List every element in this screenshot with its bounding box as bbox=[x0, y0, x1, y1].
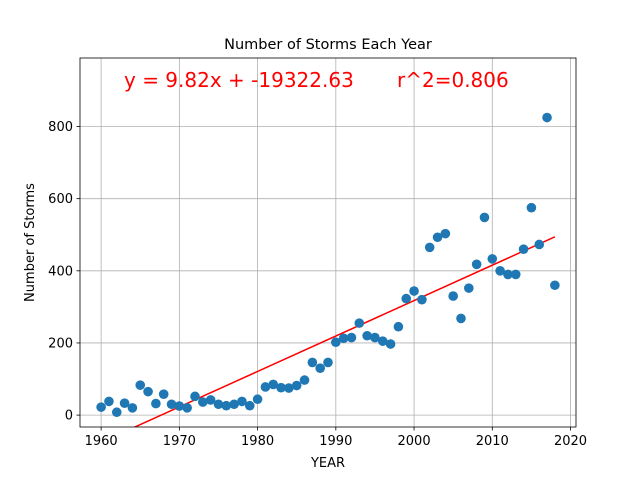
data-point bbox=[510, 269, 521, 280]
data-point bbox=[440, 228, 451, 239]
y-tick-label: 800 bbox=[48, 120, 73, 135]
data-point bbox=[268, 379, 279, 390]
x-tick-label: 2000 bbox=[398, 434, 431, 449]
data-point bbox=[198, 397, 208, 407]
regression-equation: y = 9.82x + -19322.63 bbox=[124, 68, 354, 92]
chart-title: Number of Storms Each Year bbox=[224, 37, 432, 53]
data-point bbox=[276, 382, 286, 393]
data-point bbox=[479, 212, 490, 223]
data-point bbox=[464, 283, 474, 293]
y-tick-label: 600 bbox=[48, 192, 73, 207]
data-point bbox=[229, 399, 239, 410]
data-point bbox=[417, 294, 427, 305]
data-point bbox=[331, 337, 341, 348]
data-point bbox=[307, 357, 318, 368]
data-point bbox=[542, 112, 552, 123]
y-axis-label: Number of Storms bbox=[23, 183, 38, 302]
data-point bbox=[338, 333, 349, 344]
data-point bbox=[346, 332, 357, 343]
x-tick-label: 2020 bbox=[554, 434, 587, 449]
plot-frame bbox=[79, 57, 577, 428]
data-point bbox=[424, 242, 435, 253]
data-point bbox=[174, 401, 185, 411]
data-point bbox=[354, 318, 365, 328]
data-point bbox=[495, 266, 505, 276]
x-tick-label: 1970 bbox=[163, 434, 196, 449]
y-tick-label: 0 bbox=[65, 409, 73, 424]
data-point bbox=[323, 357, 333, 368]
x-tick-label: 2010 bbox=[476, 434, 509, 449]
data-point bbox=[166, 399, 177, 410]
data-point bbox=[143, 386, 153, 397]
data-point bbox=[291, 380, 302, 391]
data-point bbox=[252, 394, 263, 405]
data-point bbox=[213, 399, 224, 410]
data-point bbox=[284, 383, 294, 393]
data-point bbox=[260, 382, 271, 392]
data-point bbox=[432, 232, 443, 243]
data-point bbox=[221, 400, 232, 411]
data-point bbox=[111, 407, 122, 418]
data-point bbox=[158, 389, 169, 399]
data-points bbox=[96, 112, 560, 418]
data-point bbox=[119, 398, 130, 408]
data-point bbox=[182, 403, 192, 413]
y-tick-label: 400 bbox=[48, 264, 73, 279]
data-point bbox=[526, 202, 537, 213]
x-axis-label: YEAR bbox=[310, 456, 345, 471]
data-point bbox=[299, 375, 310, 385]
y-tick-label: 200 bbox=[48, 336, 73, 351]
data-point bbox=[135, 380, 146, 390]
x-tick-label: 1960 bbox=[85, 434, 118, 449]
axis-ticks: 1960 1970 1980 1990 2000 2010 2020 0 200 400 600 80… bbox=[48, 120, 587, 449]
data-point bbox=[315, 363, 325, 374]
data-point bbox=[127, 403, 138, 413]
data-point bbox=[534, 239, 545, 250]
data-point bbox=[96, 402, 106, 412]
data-point bbox=[503, 269, 513, 280]
x-tick-label: 1980 bbox=[241, 434, 274, 449]
data-point bbox=[448, 291, 458, 301]
data-point bbox=[393, 321, 404, 332]
data-point bbox=[151, 398, 161, 409]
data-point bbox=[471, 259, 482, 270]
data-point bbox=[190, 391, 200, 402]
data-point bbox=[237, 396, 247, 407]
data-point bbox=[487, 254, 498, 264]
data-point bbox=[401, 293, 412, 304]
r-squared-annotation: r^2=0.806 bbox=[397, 68, 509, 92]
data-point bbox=[370, 332, 380, 343]
data-point bbox=[385, 339, 396, 349]
data-point bbox=[205, 395, 216, 405]
data-point bbox=[456, 313, 466, 324]
data-point bbox=[244, 400, 255, 411]
data-point bbox=[377, 336, 388, 346]
x-tick-label: 1990 bbox=[319, 434, 352, 449]
data-point bbox=[518, 244, 529, 254]
data-point bbox=[409, 286, 419, 296]
data-point bbox=[104, 396, 114, 407]
data-point bbox=[550, 280, 560, 291]
data-point bbox=[362, 330, 372, 341]
